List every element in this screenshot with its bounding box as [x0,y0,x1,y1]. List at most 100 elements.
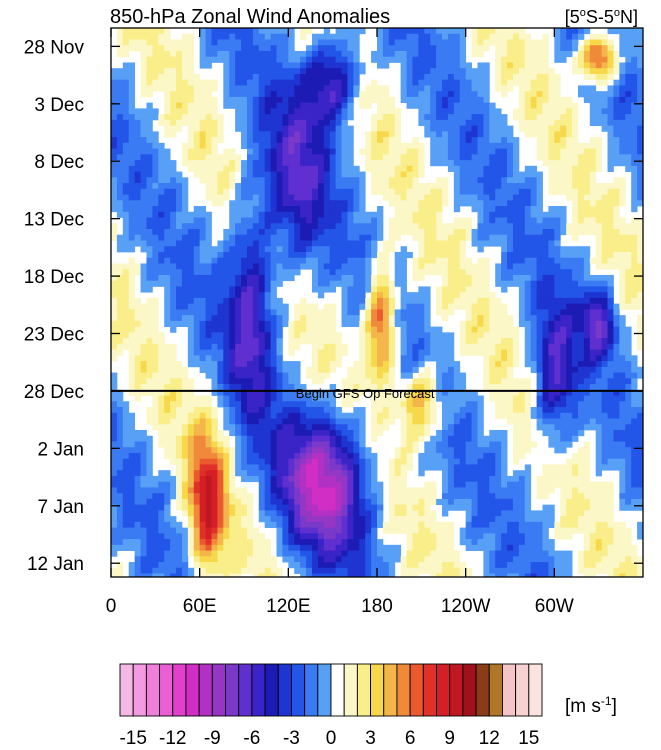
heatmap-cell [566,165,573,172]
heatmap-cell [199,240,206,247]
heatmap-cell [211,45,218,52]
heatmap-cell [122,338,130,345]
heatmap-cell [554,165,561,172]
heatmap-cell [276,361,283,368]
heatmap-cell [530,102,537,109]
heatmap-cell [382,188,390,195]
heatmap-cell [459,171,467,178]
heatmap-cell [483,125,490,132]
heatmap-cell [430,142,437,149]
heatmap-cell [264,154,271,161]
heatmap-cell [412,326,419,333]
heatmap-cell [424,119,431,127]
heatmap-cell [453,62,461,69]
heatmap-cell [400,303,407,310]
heatmap-cell [518,194,526,201]
heatmap-cell [495,366,502,373]
heatmap-cell [235,240,242,247]
heatmap-cell [347,211,354,218]
heatmap-cell [170,389,177,396]
heatmap-cell [536,372,543,379]
heatmap-cell [252,338,260,345]
heatmap-cell [311,188,319,195]
heatmap-cell [637,102,643,109]
heatmap-cell [187,349,195,356]
heatmap-cell [116,315,124,322]
heatmap-cell [560,355,567,362]
heatmap-cell [211,361,218,368]
heatmap-cell [252,320,260,328]
heatmap-cell [471,303,478,310]
heatmap-cell [477,142,484,149]
heatmap-cell [577,56,585,63]
heatmap-cell [235,309,242,316]
heatmap-cell [607,280,614,287]
heatmap-cell [583,228,591,236]
heatmap-cell [424,28,431,35]
heatmap-cell [258,148,266,155]
heatmap-cell [282,395,289,402]
heatmap-cell [566,332,573,339]
heatmap-cell [572,223,579,230]
heatmap-cell [518,395,526,402]
heatmap-cell [199,119,206,127]
heatmap-cell [572,200,579,207]
heatmap-cell [394,194,402,201]
heatmap-cell [424,194,431,201]
heatmap-cell [270,73,277,81]
heatmap-cell [554,320,561,328]
heatmap-cell [300,131,307,138]
heatmap-cell [619,85,626,92]
heatmap-cell [252,171,260,178]
heatmap-cell [176,257,183,264]
heatmap-cell [205,297,212,305]
heatmap-cell [625,137,632,144]
heatmap-cell [536,389,543,396]
heatmap-cell [294,160,301,167]
heatmap-cell [181,50,189,58]
heatmap-cell [548,274,555,282]
heatmap-cell [554,280,561,287]
heatmap-cell [211,303,218,310]
heatmap-cell [341,349,348,356]
heatmap-cell [424,263,431,270]
heatmap-cell [613,257,620,264]
heatmap-cell [252,142,260,149]
heatmap-cell [637,28,643,35]
heatmap-cell [607,68,614,75]
heatmap-cell [205,326,212,333]
heatmap-cell [258,366,266,373]
heatmap-cell [306,73,313,81]
heatmap-cell [489,326,496,333]
heatmap-cell [400,96,407,104]
heatmap-cell [619,297,626,305]
heatmap-cell [495,338,502,345]
heatmap-cell [294,372,301,379]
heatmap-cell [359,183,366,190]
heatmap-cell [447,269,455,276]
heatmap-cell [595,56,603,63]
heatmap-cell [252,269,260,276]
heatmap-cell [459,326,467,333]
heatmap-cell [282,401,289,408]
heatmap-cell [495,223,502,230]
heatmap-cell [371,315,378,322]
heatmap-cell [495,240,502,247]
heatmap-cell [341,28,348,35]
heatmap-cell [465,79,472,86]
heatmap-cell [116,188,124,195]
heatmap-cell [282,228,289,236]
heatmap-cell [294,96,301,104]
heatmap-cell [371,349,378,356]
heatmap-cell [300,309,307,316]
heatmap-cell [512,188,520,195]
heatmap-cell [595,160,603,167]
heatmap-cell [477,154,484,161]
heatmap-cell [217,361,224,368]
heatmap-cell [181,154,189,161]
heatmap-cell [453,183,461,190]
heatmap-cell [530,119,537,127]
heatmap-cell [282,223,289,230]
heatmap-cell [199,297,206,305]
heatmap-cell [252,33,260,40]
